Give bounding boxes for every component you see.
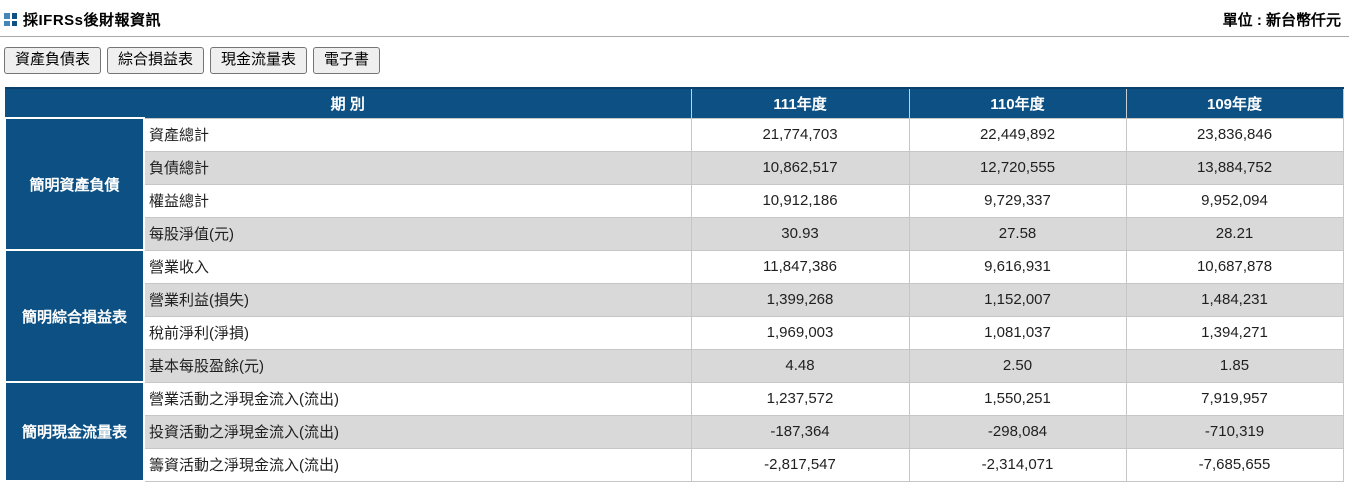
row-value: 1,969,003 xyxy=(690,315,910,350)
table-row: 營業利益(損失) 1,399,268 1,152,007 1,484,231 xyxy=(5,282,1344,317)
row-label: 投資活動之淨現金流入(流出) xyxy=(143,414,692,449)
row-label: 籌資活動之淨現金流入(流出) xyxy=(143,447,692,482)
financial-summary-table: 期 別 111年度 110年度 109年度 簡明資產負債 資產總計 21,774… xyxy=(4,87,1344,482)
table-row: 每股淨值(元) 30.93 27.58 28.21 xyxy=(5,216,1344,251)
row-value: 23,836,846 xyxy=(1125,117,1344,152)
unit-label: 單位 : 新台幣仟元 xyxy=(1222,12,1341,29)
row-value: 1,237,572 xyxy=(690,381,910,416)
table-header-row: 期 別 111年度 110年度 109年度 xyxy=(5,87,1344,119)
year-header-109: 109年度 xyxy=(1125,87,1344,119)
row-value: 2.50 xyxy=(908,348,1127,383)
table-row: 簡明現金流量表 營業活動之淨現金流入(流出) 1,237,572 1,550,2… xyxy=(4,381,1344,482)
row-value: -2,817,547 xyxy=(690,447,910,482)
group-balance-sheet: 簡明資產負債 xyxy=(4,117,145,251)
report-toolbar: 資產負債表 綜合損益表 現金流量表 電子書 xyxy=(4,47,1349,74)
row-label: 資產總計 xyxy=(143,117,692,152)
table-row: 負債總計 10,862,517 12,720,555 13,884,752 xyxy=(5,150,1344,185)
group-income-statement: 簡明綜合損益表 xyxy=(4,249,145,383)
row-value: 1,394,271 xyxy=(1125,315,1344,350)
table-row: 基本每股盈餘(元) 4.48 2.50 1.85 xyxy=(5,348,1344,383)
income-statement-button[interactable]: 綜合損益表 xyxy=(107,47,205,74)
table-row: 稅前淨利(淨損) 1,969,003 1,081,037 1,394,271 xyxy=(5,315,1344,350)
page-title: 採IFRSs後財報資訊 xyxy=(23,12,162,29)
year-header-110: 110年度 xyxy=(908,87,1127,119)
row-label: 營業收入 xyxy=(143,249,692,284)
row-value: 21,774,703 xyxy=(690,117,910,152)
top-bar: 採IFRSs後財報資訊 單位 : 新台幣仟元 xyxy=(0,0,1349,37)
row-value: -710,319 xyxy=(1125,414,1344,449)
row-value: 4.48 xyxy=(690,348,910,383)
row-label: 每股淨值(元) xyxy=(143,216,692,251)
cash-flow-button[interactable]: 現金流量表 xyxy=(210,47,308,74)
row-value: 22,449,892 xyxy=(908,117,1127,152)
grid-icon xyxy=(4,13,17,26)
title-wrap: 採IFRSs後財報資訊 xyxy=(4,9,161,30)
row-value: 9,729,337 xyxy=(908,183,1127,218)
row-value: 10,687,878 xyxy=(1125,249,1344,284)
row-value: 9,952,094 xyxy=(1125,183,1344,218)
period-header: 期 別 xyxy=(5,87,692,119)
balance-sheet-button[interactable]: 資產負債表 xyxy=(4,47,102,74)
row-value: 1,484,231 xyxy=(1125,282,1344,317)
row-value: 27.58 xyxy=(908,216,1127,251)
row-label: 權益總計 xyxy=(143,183,692,218)
row-label: 負債總計 xyxy=(143,150,692,185)
row-value: 1,152,007 xyxy=(908,282,1127,317)
row-value: 11,847,386 xyxy=(690,249,910,284)
row-value: 9,616,931 xyxy=(908,249,1127,284)
row-value: 1.85 xyxy=(1125,348,1344,383)
row-value: 1,081,037 xyxy=(908,315,1127,350)
row-value: -298,084 xyxy=(908,414,1127,449)
row-value: 12,720,555 xyxy=(908,150,1127,185)
table-row: 簡明資產負債 資產總計 21,774,703 22,449,892 23,836… xyxy=(4,117,1344,251)
row-value: 7,919,957 xyxy=(1125,381,1344,416)
table-row: 簡明綜合損益表 營業收入 11,847,386 9,616,931 10,687… xyxy=(4,249,1344,383)
table-row: 權益總計 10,912,186 9,729,337 9,952,094 xyxy=(5,183,1344,218)
row-value: 30.93 xyxy=(690,216,910,251)
row-value: 28.21 xyxy=(1125,216,1344,251)
row-value: 10,912,186 xyxy=(690,183,910,218)
year-header-111: 111年度 xyxy=(690,87,910,119)
row-label: 稅前淨利(淨損) xyxy=(143,315,692,350)
group-cash-flow: 簡明現金流量表 xyxy=(4,381,145,482)
row-label: 營業活動之淨現金流入(流出) xyxy=(143,381,692,416)
row-value: -187,364 xyxy=(690,414,910,449)
table-row: 投資活動之淨現金流入(流出) -187,364 -298,084 -710,31… xyxy=(5,414,1344,449)
row-value: 1,399,268 xyxy=(690,282,910,317)
row-value: 1,550,251 xyxy=(908,381,1127,416)
row-value: -7,685,655 xyxy=(1125,447,1344,482)
row-value: -2,314,071 xyxy=(908,447,1127,482)
row-value: 10,862,517 xyxy=(690,150,910,185)
row-label: 營業利益(損失) xyxy=(143,282,692,317)
table-row: 籌資活動之淨現金流入(流出) -2,817,547 -2,314,071 -7,… xyxy=(5,447,1344,482)
ebook-button[interactable]: 電子書 xyxy=(313,47,381,74)
row-value: 13,884,752 xyxy=(1125,150,1344,185)
row-label: 基本每股盈餘(元) xyxy=(143,348,692,383)
